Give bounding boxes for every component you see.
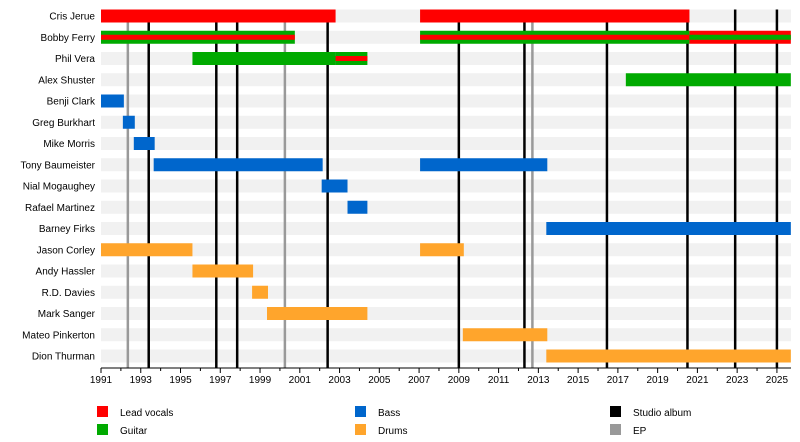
member-bar-vocals	[101, 9, 336, 23]
member-bar-stripe-vocals	[101, 34, 295, 40]
row-background	[101, 285, 791, 299]
x-tick-label: 2009	[448, 375, 471, 386]
member-name: Benji Clark	[47, 97, 96, 108]
member-bar-bass	[122, 115, 135, 129]
member-bar-guitar	[625, 73, 791, 87]
member-bar-bass	[546, 222, 791, 235]
row-background	[101, 200, 791, 214]
member-name: Phil Vera	[55, 54, 95, 65]
member-name: Dion Thurman	[32, 352, 95, 363]
legend-label-drums: Drums	[378, 426, 407, 437]
member-bar-drums	[546, 349, 791, 363]
x-tick-label: 2017	[607, 375, 630, 386]
member-name: Tony Baumeister	[21, 160, 96, 171]
member-name: Mike Morris	[43, 139, 95, 150]
x-tick-label: 1991	[90, 375, 113, 386]
row-background	[101, 264, 791, 278]
legend-swatch-bass	[355, 406, 366, 417]
member-bar-drums	[252, 285, 268, 299]
x-tick-label: 1995	[169, 375, 192, 386]
row-background	[101, 115, 791, 129]
legend-label-studio: Studio album	[633, 408, 691, 419]
member-name: Jason Corley	[37, 245, 95, 256]
legend-label-ep: EP	[633, 426, 647, 437]
member-name: Bobby Ferry	[41, 33, 95, 44]
member-name: Nial Mogaughey	[23, 182, 95, 193]
x-tick-label: 2011	[488, 375, 510, 386]
member-bar-drums	[462, 328, 548, 342]
member-bar-stripe-vocals	[420, 34, 690, 40]
member-name: Alex Shuster	[38, 75, 95, 86]
member-bar-drums	[192, 264, 254, 278]
row-background	[101, 94, 791, 108]
legend-label-guitar: Guitar	[120, 426, 148, 437]
member-name: Mark Sanger	[38, 309, 96, 320]
member-bar-vocals	[420, 9, 690, 23]
x-tick-label: 2023	[726, 375, 749, 386]
x-tick-label: 2019	[647, 375, 670, 386]
legend-swatch-vocals	[97, 406, 108, 417]
x-tick-label: 2013	[527, 375, 550, 386]
x-tick-label: 2005	[368, 375, 391, 386]
member-name: Rafael Martinez	[25, 203, 95, 214]
row-background	[101, 73, 791, 87]
member-bar-bass	[321, 179, 348, 193]
member-name: Barney Firks	[39, 224, 95, 235]
member-bar-bass	[347, 200, 368, 214]
member-bar-stripe-guitar	[689, 34, 791, 40]
legend-label-bass: Bass	[378, 408, 400, 419]
member-name: Cris Jerue	[49, 12, 95, 23]
x-tick-label: 2003	[328, 375, 351, 386]
legend-swatch-guitar	[97, 424, 108, 435]
x-tick-label: 2021	[686, 375, 709, 386]
legend-swatch-drums	[355, 424, 366, 435]
x-tick-label: 1997	[209, 375, 232, 386]
member-name: Andy Hassler	[36, 267, 96, 278]
x-tick-label: 2015	[567, 375, 590, 386]
legend-label-vocals: Lead vocals	[120, 408, 173, 419]
legend-swatch-studio	[610, 406, 621, 417]
x-tick-label: 1999	[249, 375, 272, 386]
x-tick-label: 2001	[289, 375, 312, 386]
member-bar-bass	[133, 137, 155, 150]
member-bar-stripe-vocals	[335, 56, 368, 61]
legend-swatch-ep	[610, 424, 621, 435]
member-bar-drums	[266, 307, 368, 320]
member-name: Mateo Pinkerton	[22, 330, 95, 341]
row-background	[101, 179, 791, 193]
member-bar-drums	[420, 243, 464, 257]
x-tick-label: 2007	[408, 375, 431, 386]
member-bar-drums	[101, 243, 193, 257]
x-tick-label: 2025	[766, 375, 789, 386]
x-tick-label: 1993	[130, 375, 153, 386]
member-name: R.D. Davies	[42, 288, 95, 299]
row-background	[101, 328, 791, 342]
member-bar-guitar	[192, 52, 336, 65]
member-bar-bass	[101, 94, 124, 108]
member-bar-bass	[420, 158, 548, 172]
member-name: Greg Burkhart	[32, 118, 95, 129]
member-bar-bass	[153, 158, 323, 172]
row-background	[101, 137, 791, 150]
